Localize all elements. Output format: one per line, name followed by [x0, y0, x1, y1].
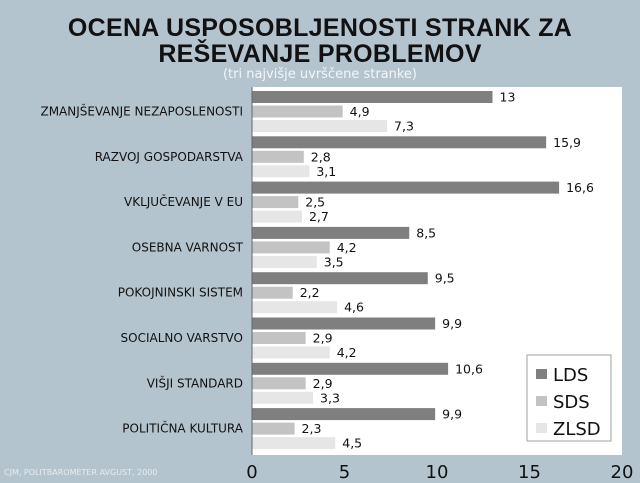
- x-tick-label: 5: [339, 462, 350, 483]
- bar-sds: [252, 241, 330, 254]
- x-axis-ticks: 0 5 10 15 20: [246, 462, 633, 483]
- bar-sds: [252, 332, 306, 344]
- bar-zlsd: [252, 165, 310, 178]
- bar-value-label: 3,5: [324, 254, 344, 269]
- bar-value-label: 2,3: [302, 421, 322, 436]
- bar-value-label: 4,6: [344, 300, 364, 315]
- category-label: ZMANJŠEVANJE NEZAPOSLENOSTI: [40, 104, 243, 119]
- bar-lds: [252, 226, 410, 239]
- bar-value-label: 7,3: [394, 119, 414, 134]
- bar-zlsd: [252, 120, 388, 132]
- bar-lds: [252, 362, 449, 375]
- category-label: VKLJUČEVANJE V EU: [124, 194, 243, 209]
- chart-title-line-1: OCENA USPOSOBLJENOSTI STRANK ZA: [67, 14, 573, 42]
- bar-zlsd: [252, 391, 314, 404]
- bar-value-label: 13: [500, 90, 516, 105]
- source-note: CJM, POLITBAROMETER AVGUST, 2000: [4, 468, 158, 477]
- category-label: POLITIČNA KULTURA: [122, 421, 243, 436]
- bar-value-label: 2,7: [309, 209, 329, 224]
- bar-value-label: 4,2: [337, 345, 357, 360]
- bar-value-label: 4,9: [350, 104, 370, 119]
- bar-value-label: 16,6: [566, 180, 594, 195]
- legend-swatch-sds: [536, 396, 547, 406]
- bar-value-label: 2,9: [313, 331, 333, 346]
- bar-value-label: 8,5: [416, 225, 436, 240]
- bar-value-label: 9,5: [435, 271, 455, 286]
- bar-value-label: 15,9: [553, 135, 581, 150]
- bar-zlsd: [252, 255, 317, 268]
- bar-sds: [252, 105, 343, 118]
- bar-value-label: 2,9: [313, 376, 333, 391]
- x-tick-label: 10: [426, 462, 449, 483]
- bar-sds: [252, 286, 293, 299]
- chart-subtitle: (tri najvišje uvrščene stranke): [222, 67, 418, 82]
- bar-sds: [252, 150, 304, 163]
- x-tick-label: 15: [518, 462, 541, 483]
- bar-value-label: 3,1: [316, 164, 336, 179]
- bar-sds: [252, 377, 306, 390]
- category-label: OSEBNA VARNOST: [132, 240, 244, 254]
- bar-zlsd: [252, 210, 302, 223]
- chart-title-line-2: REŠEVANJE PROBLEMOV: [158, 40, 482, 68]
- bar-lds: [252, 136, 547, 149]
- category-label: SOCIALNO VARSTVO: [121, 331, 244, 345]
- bar-value-label: 2,5: [305, 195, 325, 210]
- bar-value-label: 3,3: [320, 390, 340, 405]
- category-label: RAZVOJ GOSPODARSTVA: [95, 150, 244, 164]
- bar-sds: [252, 196, 299, 209]
- bar-lds: [252, 181, 560, 194]
- bars: [252, 91, 560, 450]
- value-labels: 134,97,315,92,83,116,62,52,78,54,23,59,5…: [300, 90, 594, 451]
- bar-value-label: 2,2: [300, 285, 320, 300]
- bar-value-label: 9,9: [442, 316, 462, 331]
- legend: LDS SDS ZLSD: [526, 354, 612, 442]
- legend-label-sds: SDS: [553, 392, 590, 413]
- bar-value-label: 4,5: [342, 436, 362, 451]
- bar-zlsd: [252, 437, 336, 450]
- category-label: VIŠJI STANDARD: [147, 375, 243, 390]
- bar-sds: [252, 422, 295, 435]
- bar-value-label: 9,9: [442, 407, 462, 422]
- category-label: POKOJNINSKI SISTEM: [118, 286, 243, 300]
- bar-lds: [252, 91, 493, 103]
- bar-value-label: 4,2: [337, 240, 357, 255]
- bar-value-label: 2,8: [311, 149, 331, 164]
- bar-zlsd: [252, 301, 338, 314]
- legend-label-zlsd: ZLSD: [553, 419, 601, 440]
- legend-label-lds: LDS: [553, 365, 588, 386]
- legend-swatch-zlsd: [536, 423, 547, 433]
- legend-swatch-lds: [536, 369, 547, 379]
- bar-lds: [252, 272, 428, 285]
- category-labels: ZMANJŠEVANJE NEZAPOSLENOSTI RAZVOJ GOSPOD…: [40, 104, 243, 436]
- bar-value-label: 10,6: [455, 361, 483, 376]
- bar-zlsd: [252, 346, 330, 359]
- x-tick-label: 20: [611, 462, 634, 483]
- x-tick-label: 0: [246, 462, 257, 483]
- bar-lds: [252, 317, 436, 330]
- bar-lds: [252, 408, 436, 421]
